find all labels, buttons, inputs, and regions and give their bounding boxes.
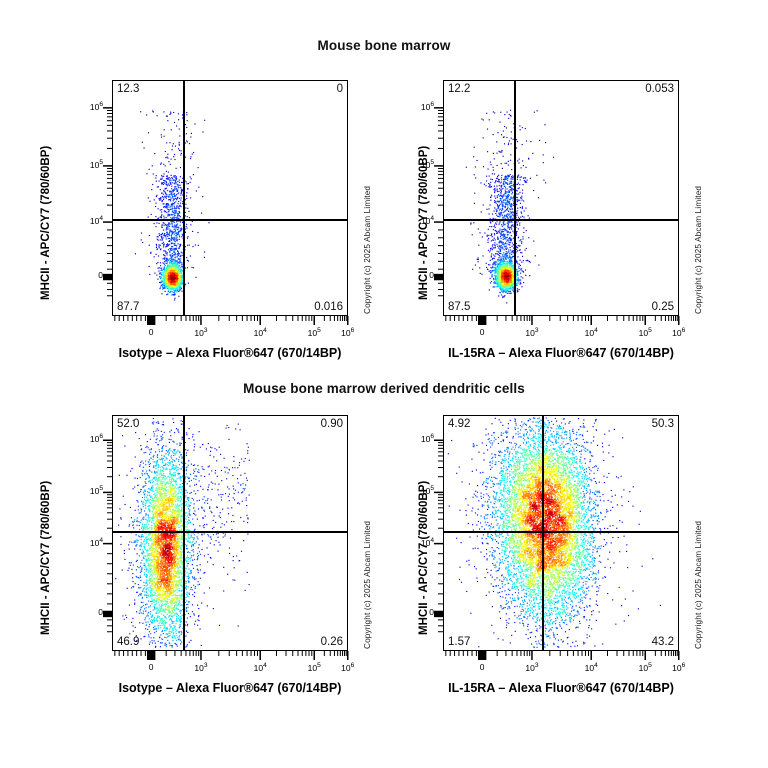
x-axis-label: IL-15RA – Alexa Fluor®647 (670/14BP): [448, 346, 674, 360]
x-tick-label: 106: [672, 327, 686, 338]
axis-ticks: [434, 439, 680, 660]
x-tick-label: 104: [584, 662, 598, 673]
x-tick-label: 106: [672, 662, 686, 673]
y-tick-label: 104: [89, 536, 103, 548]
x-axis-label: IL-15RA – Alexa Fluor®647 (670/14BP): [448, 681, 674, 695]
x-tick-label: 103: [525, 662, 539, 673]
copyright-watermark: Copyright (c) 2025 Abcam Limited: [363, 185, 372, 314]
y-tick-label: 104: [89, 215, 103, 226]
quadrant-stat-upper-right: 50.3: [651, 418, 674, 430]
x-tick-label: 104: [253, 327, 267, 338]
quadrant-stat-upper-right: 0: [336, 83, 343, 95]
x-tick-label: 106: [341, 662, 355, 673]
y-tick-label: 106: [420, 100, 434, 112]
y-tick-label: 0: [98, 270, 103, 281]
x-tick-label: 105: [307, 327, 321, 338]
quadrant-gate-vertical[interactable]: [514, 81, 516, 315]
y-tick-label: 105: [420, 485, 434, 497]
quadrant-gate-horizontal[interactable]: [113, 531, 347, 533]
quadrant-stat-lower-left: 87.5: [448, 301, 471, 313]
x-axis-label: Isotype – Alexa Fluor®647 (670/14BP): [118, 346, 342, 360]
quadrant-stat-upper-right: 0.053: [645, 83, 674, 95]
plot-frame: 4.92 50.3 1.57 43.2: [443, 415, 679, 651]
y-tick-label: 105: [89, 158, 103, 170]
quadrant-stat-lower-left: 1.57: [448, 636, 471, 648]
quadrant-stat-upper-left: 12.3: [117, 83, 140, 95]
quadrant-stat-upper-left: 52.0: [117, 418, 140, 430]
quadrant-stat-lower-right: 0.26: [320, 636, 343, 648]
quadrant-gate-vertical[interactable]: [183, 81, 185, 315]
quadrant-stat-lower-right: 0.016: [314, 301, 343, 313]
y-axis-label: MHCII - APC/CY7 (780/60BP): [40, 145, 52, 300]
quadrant-gate-horizontal[interactable]: [113, 219, 347, 221]
y-tick-label: 104: [420, 536, 434, 548]
quadrant-gate-horizontal[interactable]: [444, 531, 678, 533]
quadrant-gate-vertical[interactable]: [541, 416, 544, 650]
x-tick-label: 103: [525, 327, 539, 338]
quadrant-stat-upper-left: 12.2: [448, 83, 471, 95]
y-tick-label: 106: [89, 100, 103, 112]
x-tick-label: 106: [341, 327, 355, 338]
x-tick-label: 105: [638, 662, 652, 673]
x-tick-label: 103: [194, 327, 208, 338]
x-tick-label: 105: [307, 662, 321, 673]
quadrant-stat-upper-left: 4.92: [448, 418, 471, 430]
x-axis-label: Isotype – Alexa Fluor®647 (670/14BP): [118, 681, 342, 695]
axis-ticks: [103, 107, 349, 325]
quadrant-gate-horizontal[interactable]: [444, 219, 678, 221]
axis-ticks: [434, 107, 680, 325]
y-axis-label: MHCII - APC/CY7 (780/60BP): [40, 480, 52, 635]
x-tick-label: 105: [638, 327, 652, 338]
y-axis-label: MHCII - APC/CY7 (780/60BP): [418, 480, 430, 635]
y-axis-label: MHCII - APC/CY7 (780/60BP): [418, 145, 430, 300]
panel-title-bottom: Mouse bone marrow derived dendritic cell…: [243, 381, 525, 396]
axis-ticks: [103, 439, 349, 660]
y-tick-label: 0: [429, 270, 434, 281]
y-tick-label: 106: [420, 433, 434, 445]
quadrant-stat-lower-right: 0.25: [651, 301, 674, 313]
y-tick-label: 0: [429, 606, 434, 617]
quadrant-stat-lower-right: 43.2: [651, 636, 674, 648]
x-tick-label: 104: [584, 327, 598, 338]
y-tick-label: 105: [89, 485, 103, 497]
y-tick-label: 106: [89, 433, 103, 445]
scatter-canvas: [444, 81, 676, 313]
plot-frame: 12.3 0 87.7 0.016: [112, 80, 348, 316]
x-tick-label: 0: [479, 662, 485, 672]
quadrant-stat-upper-right: 0.90: [320, 418, 343, 430]
quadrant-stat-lower-left: 87.7: [117, 301, 140, 313]
plot-frame: 52.0 0.90 46.9 0.26: [112, 415, 348, 651]
copyright-watermark: Copyright (c) 2025 Abcam Limited: [363, 520, 372, 649]
plot-frame: 12.2 0.053 87.5 0.25: [443, 80, 679, 316]
quadrant-gate-vertical[interactable]: [183, 416, 185, 650]
copyright-watermark: Copyright (c) 2025 Abcam Limited: [694, 185, 703, 314]
x-tick-label: 0: [479, 327, 485, 337]
panel-title-top: Mouse bone marrow: [317, 38, 451, 53]
x-tick-label: 104: [253, 662, 267, 673]
copyright-watermark: Copyright (c) 2025 Abcam Limited: [694, 520, 703, 649]
x-tick-label: 0: [148, 662, 154, 672]
y-tick-label: 104: [420, 215, 434, 226]
x-tick-label: 103: [194, 662, 208, 673]
x-tick-label: 0: [148, 327, 154, 337]
scatter-canvas: [113, 81, 345, 313]
y-tick-label: 105: [420, 158, 434, 170]
y-tick-label: 0: [98, 606, 103, 617]
quadrant-stat-lower-left: 46.9: [117, 636, 140, 648]
